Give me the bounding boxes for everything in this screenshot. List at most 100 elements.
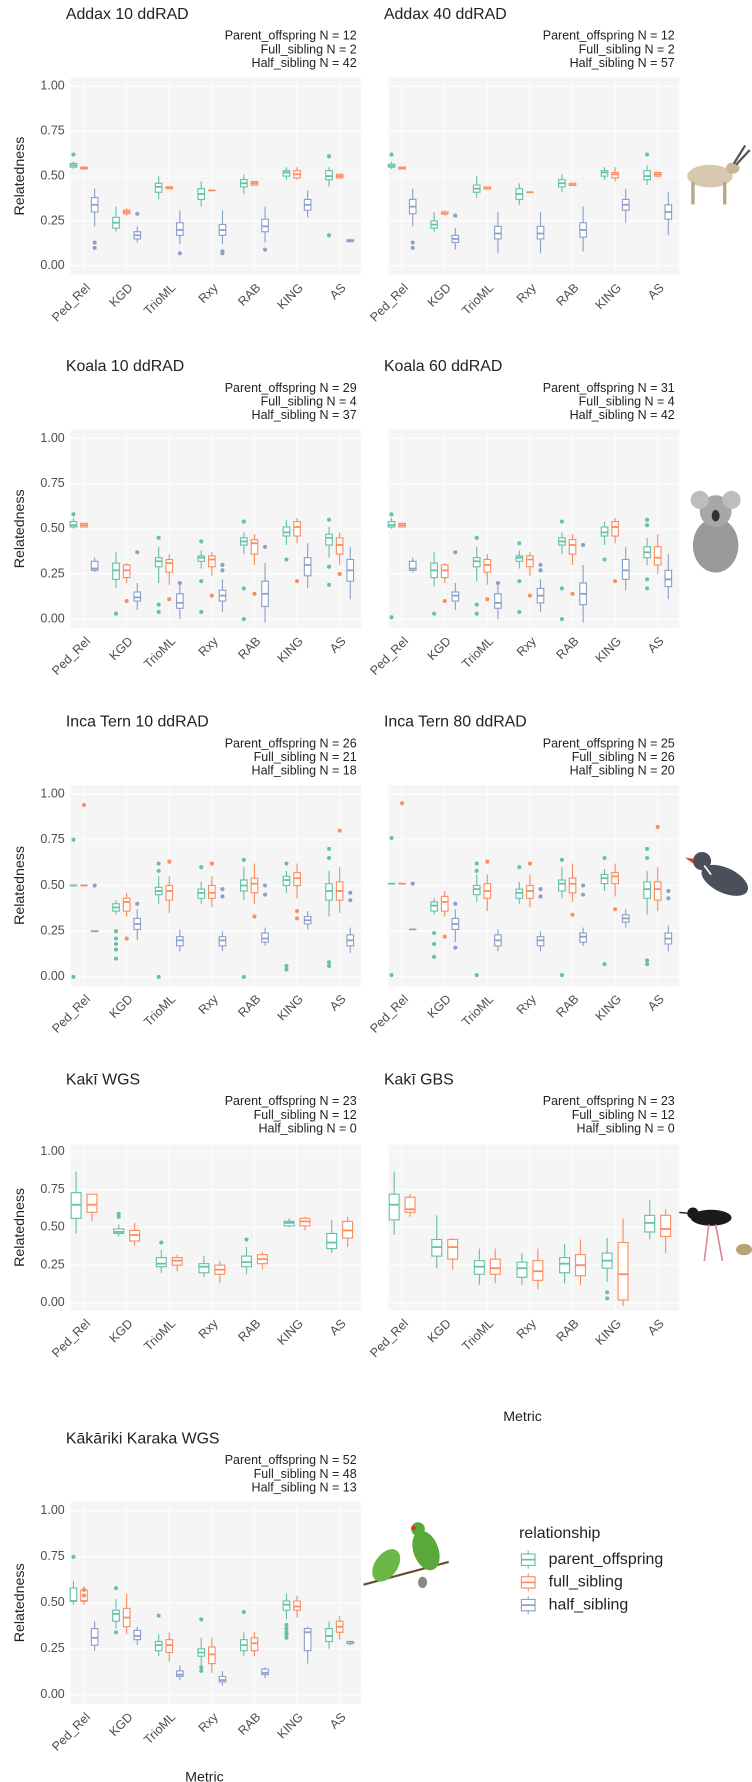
outlier [199, 610, 203, 614]
x-tick-label: TrioML [459, 992, 496, 1029]
x-tick-label: Rxy [514, 1316, 540, 1342]
y-tick-label: 1.00 [40, 1503, 64, 1517]
x-tick-label: KGD [107, 634, 136, 663]
stilt-icon [676, 1208, 752, 1261]
x-tick-label: Ped_Rel [49, 1710, 93, 1754]
outlier [443, 935, 447, 939]
addax-icon [687, 145, 749, 204]
outlier [284, 964, 288, 968]
x-tick-label: TrioML [141, 1316, 178, 1353]
outlier [157, 975, 161, 979]
annotation: Parent_offspring N = 23 [225, 1094, 357, 1108]
panel: Koala 60 ddRADParent_offspring N = 31Ful… [367, 358, 679, 678]
y-tick-label: 0.00 [40, 258, 64, 272]
x-tick-label: KING [593, 1316, 624, 1347]
y-tick-label: 0.25 [40, 1641, 64, 1655]
outlier [411, 246, 415, 250]
outlier [605, 1296, 609, 1300]
box [389, 1194, 399, 1220]
outlier [93, 240, 97, 244]
outlier [167, 597, 171, 601]
parrot-icon [364, 1522, 449, 1588]
outlier [117, 1215, 121, 1219]
outlier [560, 858, 564, 862]
outlier [252, 592, 256, 596]
x-tick-label: RAB [235, 1316, 263, 1344]
x-tick-label: AS [645, 281, 667, 303]
y-tick-label: 0.00 [40, 1295, 64, 1309]
outlier [327, 565, 331, 569]
panel: Inca Tern 80 ddRADParent_offspring N = 2… [367, 714, 679, 1036]
outlier [284, 1632, 288, 1636]
outlier [114, 612, 118, 616]
x-tick-label: RAB [553, 992, 581, 1020]
outlier [602, 962, 606, 966]
outlier [475, 869, 479, 873]
outlier [453, 550, 457, 554]
x-axis-label: Metric [503, 1409, 542, 1425]
box [495, 594, 502, 608]
panel: Addax 10 ddRADParent_offspring N = 12Ful… [12, 6, 361, 324]
x-tick-label: AS [645, 992, 667, 1014]
x-tick-label: Ped_Rel [367, 992, 411, 1036]
outlier [125, 599, 129, 603]
outlier [475, 861, 479, 865]
x-tick-label: Rxy [514, 991, 540, 1017]
y-tick-label: 0.00 [40, 611, 64, 625]
outlier [93, 883, 97, 887]
x-tick-label: AS [327, 281, 349, 303]
outlier [284, 861, 288, 865]
box [612, 522, 619, 536]
x-tick-label: RAB [235, 281, 263, 309]
y-tick-label: 0.75 [40, 476, 64, 490]
outlier [242, 586, 246, 590]
x-tick-label: AS [645, 634, 667, 656]
outlier [157, 536, 161, 540]
x-tick-label: KGD [425, 1316, 454, 1345]
outlier [453, 902, 457, 906]
box [251, 1638, 258, 1651]
x-tick-label: AS [327, 1316, 349, 1338]
x-tick-label: Rxy [514, 634, 540, 660]
y-tick-label: 0.25 [40, 566, 64, 580]
outlier [242, 975, 246, 979]
legend-label: full_sibling [549, 1574, 623, 1591]
y-axis-label: Relatedness [12, 1188, 28, 1267]
outlier [485, 860, 489, 864]
y-axis-label: Relatedness [12, 846, 28, 925]
outlier [114, 936, 118, 940]
box [294, 873, 301, 886]
box [166, 885, 173, 900]
box [251, 540, 258, 554]
annotation: Full_sibling N = 4 [579, 394, 675, 408]
x-tick-label: TrioML [459, 281, 496, 318]
outlier [263, 893, 267, 897]
outlier [485, 597, 489, 601]
x-tick-label: Ped_Rel [49, 634, 93, 678]
outlier [284, 1636, 288, 1640]
x-tick-label: Rxy [196, 280, 222, 306]
y-axis-label: Relatedness [12, 137, 28, 216]
box [87, 1194, 97, 1212]
box [431, 902, 438, 911]
outlier [82, 1593, 86, 1597]
outlier [114, 1586, 118, 1590]
outlier [645, 586, 649, 590]
annotation: Parent_offspring N = 26 [225, 736, 357, 750]
outlier [220, 251, 224, 255]
outlier [432, 931, 436, 935]
annotation: Half_sibling N = 13 [252, 1480, 357, 1494]
outlier [581, 883, 585, 887]
outlier [295, 916, 299, 920]
x-tick-label: Rxy [196, 1316, 222, 1342]
outlier [263, 883, 267, 887]
panel-title: Koala 10 ddRAD [66, 358, 184, 375]
outlier [432, 612, 436, 616]
x-tick-label: TrioML [141, 281, 178, 318]
outlier [645, 577, 649, 581]
outlier [82, 803, 86, 807]
panel-title: Inca Tern 80 ddRAD [384, 714, 527, 731]
x-tick-label: Ped_Rel [367, 1316, 411, 1360]
x-tick-label: KING [275, 1710, 306, 1741]
